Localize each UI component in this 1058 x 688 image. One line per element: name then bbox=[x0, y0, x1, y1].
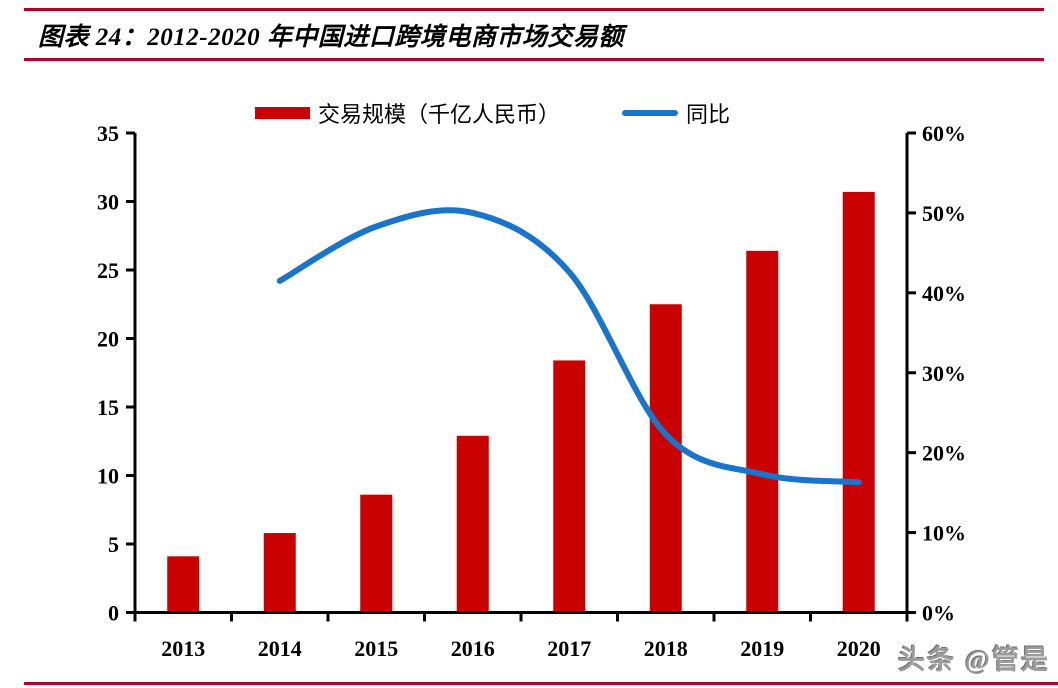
right-axis-tick-label: 60% bbox=[922, 121, 966, 146]
bar-2019 bbox=[746, 250, 779, 613]
x-axis-year-label: 2013 bbox=[161, 636, 205, 661]
left-axis-tick-label: 10 bbox=[97, 464, 119, 489]
left-axis-tick-label: 20 bbox=[97, 327, 119, 352]
right-axis-tick-label: 20% bbox=[922, 441, 966, 466]
yoy-growth-line bbox=[276, 207, 862, 486]
bar-2013 bbox=[167, 556, 200, 613]
bar-2016 bbox=[456, 435, 489, 613]
x-axis-year-label: 2018 bbox=[644, 636, 688, 661]
left-axis-tick-label: 0 bbox=[108, 601, 119, 626]
right-axis-tick-label: 40% bbox=[922, 281, 966, 306]
x-axis-year-label: 2015 bbox=[354, 636, 398, 661]
right-axis-tick-label: 50% bbox=[922, 201, 966, 226]
left-axis-tick-label: 5 bbox=[108, 532, 119, 557]
right-axis-tick-label: 10% bbox=[922, 521, 966, 546]
watermark-text: 头条 @管是 bbox=[898, 645, 1050, 675]
bar-2015 bbox=[360, 494, 393, 613]
legend-label-transaction-scale: 交易规模（千亿人民币） bbox=[318, 102, 561, 127]
bar-2018 bbox=[649, 304, 682, 613]
right-axis-tick-label: 0% bbox=[922, 601, 955, 626]
left-axis-tick-label: 30 bbox=[97, 190, 119, 215]
left-axis-tick-label: 25 bbox=[97, 258, 119, 283]
top-rule-divider bbox=[24, 8, 1044, 11]
x-axis-year-label: 2014 bbox=[258, 636, 302, 661]
bar-series-swatch-icon bbox=[255, 107, 310, 119]
x-axis-year-label: 2017 bbox=[547, 636, 591, 661]
line-series-swatch-icon bbox=[622, 110, 678, 116]
bar-2020 bbox=[842, 191, 875, 613]
x-axis-year-label: 2019 bbox=[740, 636, 784, 661]
legend-item-yoy: 同比 bbox=[622, 96, 730, 130]
legend-label-yoy: 同比 bbox=[686, 102, 731, 127]
bar-2014 bbox=[263, 533, 296, 613]
left-axis-tick-label: 15 bbox=[97, 395, 119, 420]
x-axis-year-label: 2016 bbox=[451, 636, 495, 661]
left-axis-tick-label: 35 bbox=[97, 121, 119, 146]
bottom-rule-divider bbox=[24, 682, 1058, 685]
right-axis-tick-label: 30% bbox=[922, 361, 966, 386]
bar-2017 bbox=[553, 360, 586, 613]
chart-title: 图表 24：2012-2020 年中国进口跨境电商市场交易额 bbox=[38, 24, 624, 51]
legend-item-transaction-scale: 交易规模（千亿人民币） bbox=[255, 96, 560, 130]
x-axis-year-label: 2020 bbox=[837, 636, 881, 661]
chart-legend: 交易规模（千亿人民币） 同比 bbox=[0, 96, 1058, 130]
title-underline-divider bbox=[24, 58, 1044, 61]
